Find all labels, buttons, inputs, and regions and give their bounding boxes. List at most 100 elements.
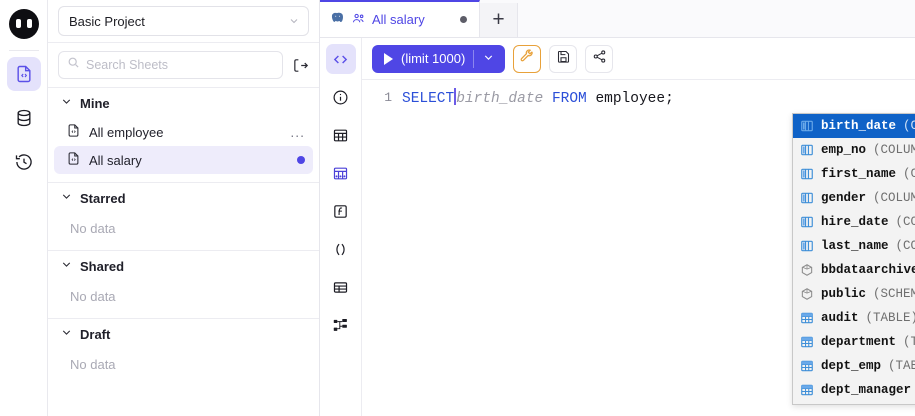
more-options-icon[interactable]: ... [290,124,305,140]
autocomplete-item-hire-date[interactable]: hire_date (COLUMN) public.employee | dat… [793,210,915,234]
format-settings-button[interactable] [513,44,542,73]
autocomplete-popup[interactable]: birth_date (COLUMN) public.employee | da… [792,113,915,405]
autocomplete-item-birth-date[interactable]: birth_date (COLUMN) public.employee | da… [793,114,915,138]
chevron-down-icon [60,95,73,111]
database-icon [14,108,34,128]
table-icon [800,359,814,373]
item-kind: (TABLE) [903,335,915,349]
sidebar-item-all-employee[interactable]: All employee ... [54,118,313,146]
tab-label: All salary [372,12,425,27]
schema-icon [800,287,814,301]
rail-divider [8,50,39,51]
query-toolbar: (limit 1000) [362,38,915,80]
sheet-file-icon [66,123,81,141]
rail-item-sheets[interactable] [6,57,41,91]
table-icon [800,311,814,325]
autocomplete-item-dept-emp[interactable]: dept_emp (TABLE) [793,354,915,378]
sidebar-group-header-draft[interactable]: Draft [48,319,319,349]
activity-rail [0,0,48,416]
tool-chart-table[interactable] [326,158,356,188]
autocomplete-item-gender[interactable]: gender (COLUMN) public.employee | text, … [793,186,915,210]
shared-users-icon [351,11,366,29]
project-selector[interactable]: Basic Project [58,6,309,36]
sql-table-ref: employee; [586,91,674,107]
tool-code[interactable] [325,44,356,74]
tool-parameters[interactable] [326,234,356,264]
autocomplete-item-dept-manager[interactable]: dept_manager (TABLE) [793,378,915,402]
search-input[interactable] [86,58,274,72]
tool-table[interactable] [326,120,356,150]
code-content[interactable]: SELECT birth_date FROM employee; [402,88,674,109]
item-label: last_name [821,239,889,253]
autocomplete-item-emp-no[interactable]: emp_no (COLUMN) public.employee | intege… [793,138,915,162]
sidebar-group-draft: Draft No data [48,319,319,386]
chevron-down-icon[interactable] [482,51,495,67]
code-line-1: 1 SELECT birth_date FROM employee; [362,80,915,109]
item-label: emp_no [821,143,867,157]
item-kind: (COLUMN) [873,191,915,205]
item-label: hire_date [821,215,889,229]
item-label: first_name [821,167,897,181]
tab-all-salary[interactable]: All salary [320,0,480,37]
tab-bar: All salary + [320,0,915,38]
item-label: birth_date [821,119,897,133]
schema-icon [800,263,814,277]
autocomplete-item-audit[interactable]: audit (TABLE) [793,306,915,330]
play-icon [384,52,393,65]
sidebar-item-all-salary[interactable]: All salary [54,146,313,174]
sql-keyword-from: FROM [551,91,587,107]
sidebar-group-header-mine[interactable]: Mine [48,88,319,118]
table-icon [800,383,814,397]
sidebar-group-header-starred[interactable]: Starred [48,183,319,213]
tool-grid[interactable] [326,272,356,302]
tool-function[interactable] [326,196,356,226]
chevron-down-icon [288,15,300,27]
sheets-icon [14,64,34,84]
group-divider-1 [48,182,319,183]
sidebar-divider [48,42,319,43]
item-kind: (TABLE) [888,359,915,373]
autocomplete-item-bbdataarchive[interactable]: bbdataarchive (SCHEMA) [793,258,915,282]
column-icon [800,239,814,253]
item-kind: (COLUMN) [903,119,915,133]
sql-keyword-select: SELECT [402,91,455,107]
sheet-name: All employee [89,124,164,140]
app-logo [0,0,48,48]
search-row [48,43,319,87]
tab-dirty-dot-icon[interactable] [460,16,467,23]
chevron-down-icon [60,190,73,206]
group-divider-2 [48,250,319,251]
tool-flow[interactable] [326,310,356,340]
sidebar-group-header-shared[interactable]: Shared [48,251,319,281]
autocomplete-item-department[interactable]: department (TABLE) [793,330,915,354]
text-cursor [454,88,457,105]
postgresql-icon [330,11,345,29]
item-label: audit [821,311,859,325]
share-button[interactable] [585,44,614,73]
item-label: dept_emp [821,359,882,373]
new-tab-button[interactable]: + [480,3,518,37]
item-kind: (COLUMN) [873,143,915,157]
autocomplete-item-first-name[interactable]: first_name (COLUMN) public.employee | te… [793,162,915,186]
group-label: Mine [80,95,110,111]
rail-item-history[interactable] [7,145,41,179]
run-query-button[interactable]: (limit 1000) [372,44,506,73]
rail-item-database[interactable] [7,101,41,135]
tool-info[interactable] [326,82,356,112]
autocomplete-item-last-name[interactable]: last_name (COLUMN) public.employee | tex… [793,234,915,258]
history-icon [14,152,34,172]
autocomplete-item-public[interactable]: public (SCHEMA) [793,282,915,306]
collapse-panel-icon[interactable] [289,54,311,76]
empty-state-text: No data [70,357,116,372]
item-label: dept_manager [821,383,912,397]
search-box[interactable] [58,51,283,79]
sheet-file-icon [66,151,81,169]
run-separator [473,49,475,68]
sidebar-group-starred: Starred No data [48,183,319,250]
item-label: department [821,335,897,349]
column-icon [800,119,814,133]
sidebar-divider-2 [48,87,319,88]
item-kind: (SCHEMA) [873,287,915,301]
save-button[interactable] [549,44,578,73]
